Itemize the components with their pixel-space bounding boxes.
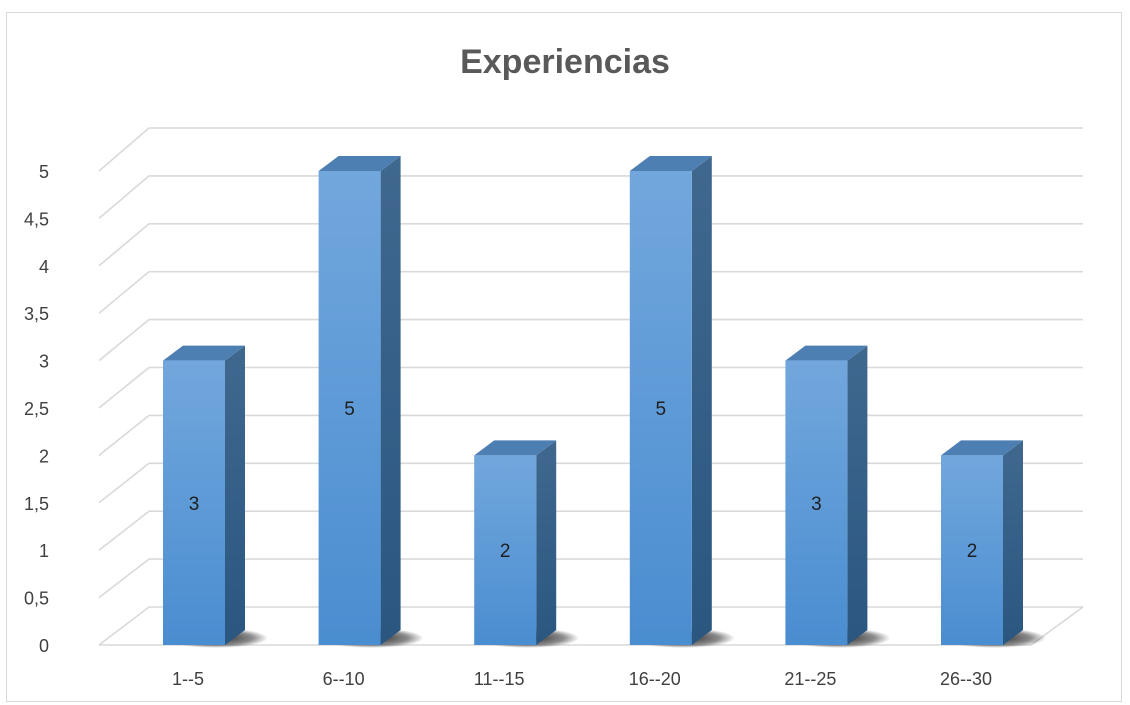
- gridline-diagonal: [98, 558, 150, 599]
- y-tick-label: 0: [39, 636, 49, 656]
- y-tick-label: 0,5: [24, 589, 49, 609]
- bar-side-face: [691, 156, 712, 645]
- gridline-diagonal: [98, 606, 150, 646]
- gridline-diagonal: [98, 414, 150, 457]
- data-label: 2: [500, 541, 511, 562]
- gridline-diagonal: [98, 271, 150, 314]
- y-tick-label: 5: [39, 162, 49, 182]
- data-label: 2: [967, 541, 978, 562]
- bar: [629, 156, 712, 645]
- data-label: 5: [344, 399, 355, 420]
- bar-front-face: [474, 455, 537, 645]
- bar-front-face: [629, 171, 692, 645]
- y-tick-label: 4: [39, 257, 49, 277]
- x-tick-label: 1--5: [172, 669, 204, 689]
- bar-top-face: [941, 440, 1023, 456]
- y-tick-label: 4,5: [24, 209, 49, 229]
- bar: [163, 345, 245, 645]
- y-tick-label: 2,5: [24, 399, 49, 419]
- bar-side-face: [847, 345, 868, 645]
- y-tick-label: 1: [39, 541, 49, 561]
- data-labels: 3 5 2 5 3 2: [189, 399, 978, 562]
- x-axis-ticks: 1--5 6--10 11--15 16--20 21--25 26--30: [172, 669, 992, 689]
- y-tick-label: 1,5: [24, 494, 49, 514]
- bar-top-face: [785, 345, 868, 361]
- data-label: 5: [656, 399, 667, 420]
- bar-front-face: [941, 455, 1003, 645]
- gridline-diagonal: [98, 510, 150, 551]
- bar-top-face: [163, 345, 245, 361]
- data-label: 3: [189, 494, 200, 515]
- bar-top-face: [318, 156, 401, 171]
- bar-side-face: [225, 345, 245, 645]
- gridline-diagonal: [98, 223, 150, 267]
- y-tick-label: 3: [39, 352, 49, 372]
- x-tick-label: 6--10: [323, 669, 365, 689]
- x-tick-label: 26--30: [940, 669, 992, 689]
- x-tick-label: 11--15: [474, 669, 525, 689]
- y-tick-label: 2: [39, 446, 49, 466]
- gridline-diagonal: [98, 366, 150, 409]
- gridline-diagonal: [98, 175, 150, 220]
- bar-top-face: [474, 440, 557, 456]
- bar: [941, 440, 1023, 645]
- bar-top-face: [629, 156, 712, 171]
- bar: [318, 156, 401, 645]
- bar-side-face: [1003, 440, 1023, 645]
- gridline-diagonal: [98, 318, 150, 362]
- bar-front-face: [163, 360, 225, 645]
- chart-title: Experiencias: [460, 43, 670, 81]
- bars: [163, 156, 1023, 645]
- bar-side-face: [536, 440, 557, 645]
- bar: [785, 345, 868, 645]
- data-label: 3: [811, 494, 822, 515]
- gridline-diagonal: [98, 127, 150, 172]
- gridlines: [98, 127, 1084, 646]
- bar-front-face: [785, 360, 848, 645]
- y-tick-label: 3,5: [24, 304, 49, 324]
- gridline-diagonal: [98, 462, 150, 504]
- y-axis-ticks: 0 0,5 1 1,5 2 2,5 3 3,5 4 4,5 5: [24, 162, 49, 656]
- x-tick-label: 16--20: [629, 669, 681, 689]
- bar: [474, 440, 557, 645]
- x-tick-label: 21--25: [784, 669, 836, 689]
- bar-side-face: [380, 156, 401, 645]
- bar-front-face: [318, 171, 381, 645]
- bar-chart: Experiencias 00,511,522,533,544,55 35253…: [24, 43, 1084, 689]
